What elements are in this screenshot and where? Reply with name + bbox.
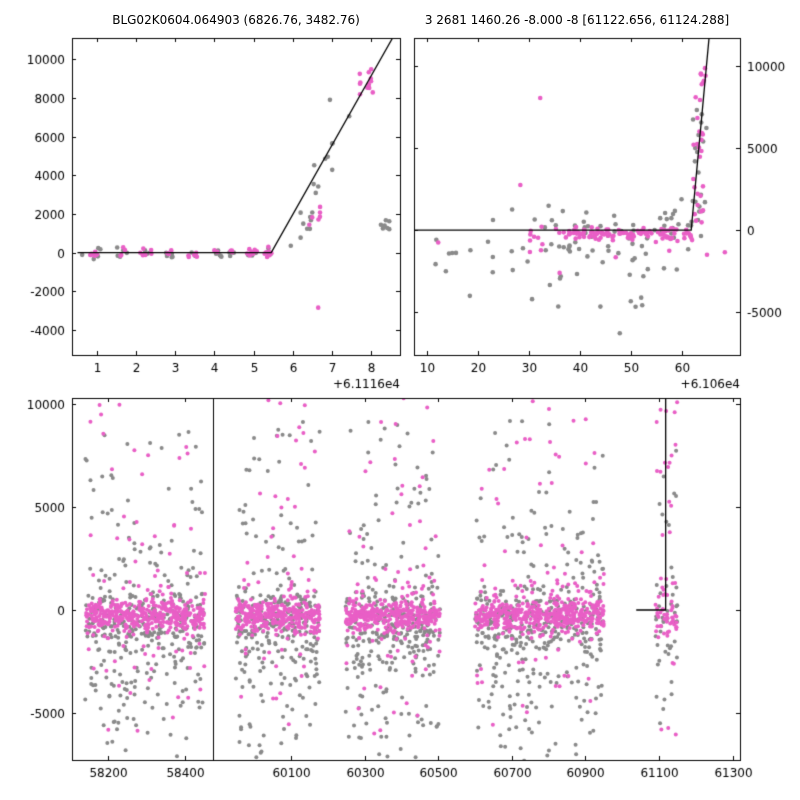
left-plot-title: BLG02K0604.064903 (6826.76, 3482.76) [112, 13, 360, 27]
right-plot-title: 3 2681 1460.26 -8.000 -8 [61122.656, 611… [424, 13, 730, 27]
